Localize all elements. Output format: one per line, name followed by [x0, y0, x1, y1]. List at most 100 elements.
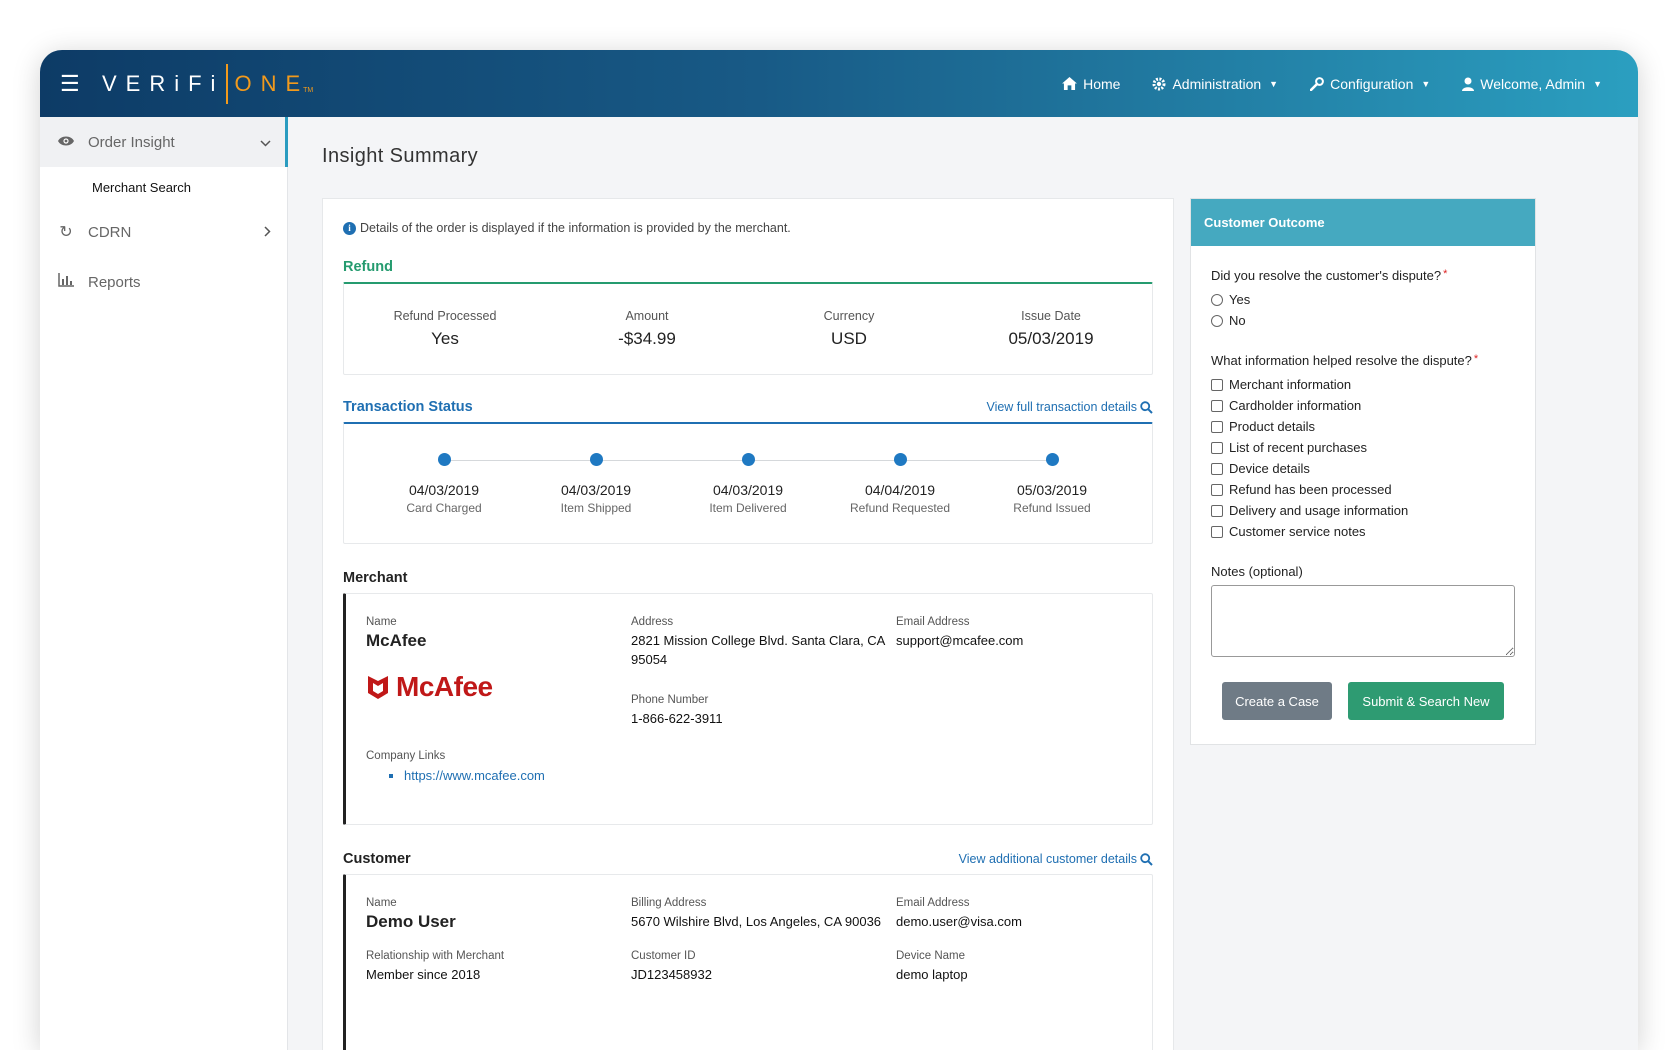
outcome-actions: Create a Case Submit & Search New	[1211, 682, 1515, 720]
info-icon: i	[343, 221, 356, 235]
view-transaction-details-link[interactable]: View full transaction details	[986, 400, 1153, 414]
create-case-button[interactable]: Create a Case	[1222, 682, 1332, 720]
required-asterisk: *	[1443, 268, 1448, 280]
customer-header: Customer View additional customer detail…	[343, 851, 1153, 874]
company-links-list: https://www.mcafee.com	[366, 768, 1132, 783]
insight-panel: i Details of the order is displayed if t…	[322, 198, 1174, 1050]
transaction-header: Transaction Status View full transaction…	[343, 399, 1153, 422]
customer-outcome-header: Customer Outcome	[1191, 199, 1535, 246]
customer-id-field: Customer ID JD123458932	[631, 950, 896, 984]
caret-down-icon: ▼	[1593, 78, 1602, 89]
step-label: Refund Requested	[849, 501, 951, 515]
field-label: Name	[366, 897, 397, 909]
checkbox[interactable]	[1211, 399, 1223, 412]
checkbox-product-details[interactable]: Product details	[1211, 416, 1515, 437]
timeline-step: 05/03/2019 Refund Issued	[982, 450, 1122, 515]
checkbox-cardholder-information[interactable]: Cardholder information	[1211, 395, 1515, 416]
customer-id: JD123458932	[631, 967, 712, 982]
company-links-field: Company Links https://www.mcafee.com	[366, 750, 1132, 783]
field-label: Billing Address	[631, 897, 707, 909]
timeline-steps: 04/03/2019 Card Charged 04/03/2019 Item …	[374, 450, 1122, 515]
customer-grid: Name Demo User Billing Address 5670 Wils…	[366, 897, 1132, 984]
radio-button[interactable]	[1211, 314, 1223, 327]
timeline-step: 04/03/2019 Item Shipped	[526, 450, 666, 515]
option-label: Cardholder information	[1229, 398, 1362, 413]
radio-button[interactable]	[1211, 293, 1223, 306]
radio-no[interactable]: No	[1211, 310, 1515, 331]
checkbox-device-details[interactable]: Device details	[1211, 458, 1515, 479]
customer-card: Name Demo User Billing Address 5670 Wils…	[343, 874, 1153, 1050]
field-value: 05/03/2019	[1008, 329, 1094, 348]
question-text: Did you resolve the customer's dispute?	[1211, 268, 1442, 283]
checkbox[interactable]	[1211, 420, 1223, 433]
merchant-address-field: Address 2821 Mission College Blvd. Santa…	[631, 616, 896, 728]
customer-device-field: Device Name demo laptop	[896, 950, 1136, 984]
timeline-step: 04/03/2019 Item Delivered	[678, 450, 818, 515]
verifi-logo[interactable]: VERiFi ONE TM	[102, 63, 313, 104]
question-text: What information helped resolve the disp…	[1211, 353, 1472, 368]
checkbox-service-notes[interactable]: Customer service notes	[1211, 521, 1515, 542]
mcafee-logo: McAfee	[366, 671, 631, 703]
merchant-name-field: Name McAfee McAfee	[366, 616, 631, 728]
app-body: Order Insight Merchant Search ↻ CDRN Rep…	[40, 117, 1638, 1050]
merchant-name: McAfee	[366, 631, 427, 650]
option-label: Product details	[1229, 419, 1315, 434]
checkbox-recent-purchases[interactable]: List of recent purchases	[1211, 437, 1515, 458]
radio-yes[interactable]: Yes	[1211, 289, 1515, 310]
info-text: Details of the order is displayed if the…	[360, 221, 791, 235]
required-asterisk: *	[1473, 353, 1479, 365]
refund-currency: Currency USD	[748, 309, 950, 349]
home-icon	[1062, 77, 1078, 90]
nav-administration[interactable]: Administration ▼	[1152, 76, 1278, 92]
company-link[interactable]: https://www.mcafee.com	[404, 768, 1132, 783]
nav-user-menu[interactable]: Welcome, Admin ▼	[1462, 76, 1602, 92]
customer-relationship: Member since 2018	[366, 967, 481, 982]
chevron-right-icon	[264, 225, 271, 240]
nav-home[interactable]: Home	[1062, 76, 1120, 92]
timeline-dot	[1045, 453, 1059, 466]
sidebar-item-reports[interactable]: Reports	[40, 257, 287, 307]
view-customer-details-link[interactable]: View additional customer details	[959, 852, 1153, 866]
submit-search-new-button[interactable]: Submit & Search New	[1348, 682, 1504, 720]
sidebar-item-order-insight[interactable]: Order Insight	[40, 117, 288, 167]
customer-billing-field: Billing Address 5670 Wilshire Blvd, Los …	[631, 897, 896, 932]
spacer	[1211, 542, 1515, 564]
customer-email: demo.user@visa.com	[896, 914, 1022, 929]
logo-left-text: VERiFi	[102, 70, 225, 96]
sidebar-subitem-merchant-search[interactable]: Merchant Search	[92, 179, 191, 195]
merchant-grid: Name McAfee McAfee Address 2821 Mission …	[366, 616, 1132, 728]
checkbox[interactable]	[1211, 525, 1223, 538]
checkbox-delivery-usage[interactable]: Delivery and usage information	[1211, 500, 1515, 521]
sidebar-item-label: Reports	[88, 273, 141, 291]
sidebar-item-label: CDRN	[88, 223, 132, 241]
refund-card: Refund Processed Yes Amount -$34.99 Curr…	[343, 282, 1153, 375]
customer-title: Customer	[343, 851, 411, 867]
checkbox[interactable]	[1211, 441, 1223, 454]
sidebar-item-cdrn[interactable]: ↻ CDRN	[40, 207, 287, 257]
nav-configuration-label: Configuration	[1330, 75, 1414, 92]
bar-chart-icon	[56, 272, 76, 292]
hamburger-menu-icon[interactable]: ☰	[60, 70, 80, 96]
checkbox[interactable]	[1211, 483, 1223, 496]
checkbox[interactable]	[1211, 504, 1223, 517]
checkbox-merchant-information[interactable]: Merchant information	[1211, 374, 1515, 395]
option-label: List of recent purchases	[1229, 440, 1368, 455]
eye-icon	[56, 133, 76, 151]
caret-down-icon: ▼	[1421, 78, 1431, 89]
user-icon	[1462, 77, 1475, 91]
merchant-phone: 1-866-622-3911	[631, 711, 723, 726]
notes-textarea[interactable]	[1211, 585, 1515, 657]
nav-home-label: Home	[1083, 75, 1121, 92]
field-label: Name	[366, 616, 397, 628]
step-label: Refund Issued	[1013, 501, 1091, 515]
checkbox-refund-processed[interactable]: Refund has been processed	[1211, 479, 1515, 500]
timeline-step: 04/03/2019 Card Charged	[374, 450, 514, 515]
checkbox[interactable]	[1211, 462, 1223, 475]
field-label: Issue Date	[1021, 309, 1081, 323]
timeline-dot	[589, 453, 603, 466]
sidebar: Order Insight Merchant Search ↻ CDRN Rep…	[40, 117, 288, 1050]
timeline-dot	[437, 453, 451, 466]
checkbox[interactable]	[1211, 378, 1223, 391]
nav-configuration[interactable]: Configuration ▼	[1310, 76, 1430, 92]
logo-right-text: ONE	[226, 63, 309, 104]
